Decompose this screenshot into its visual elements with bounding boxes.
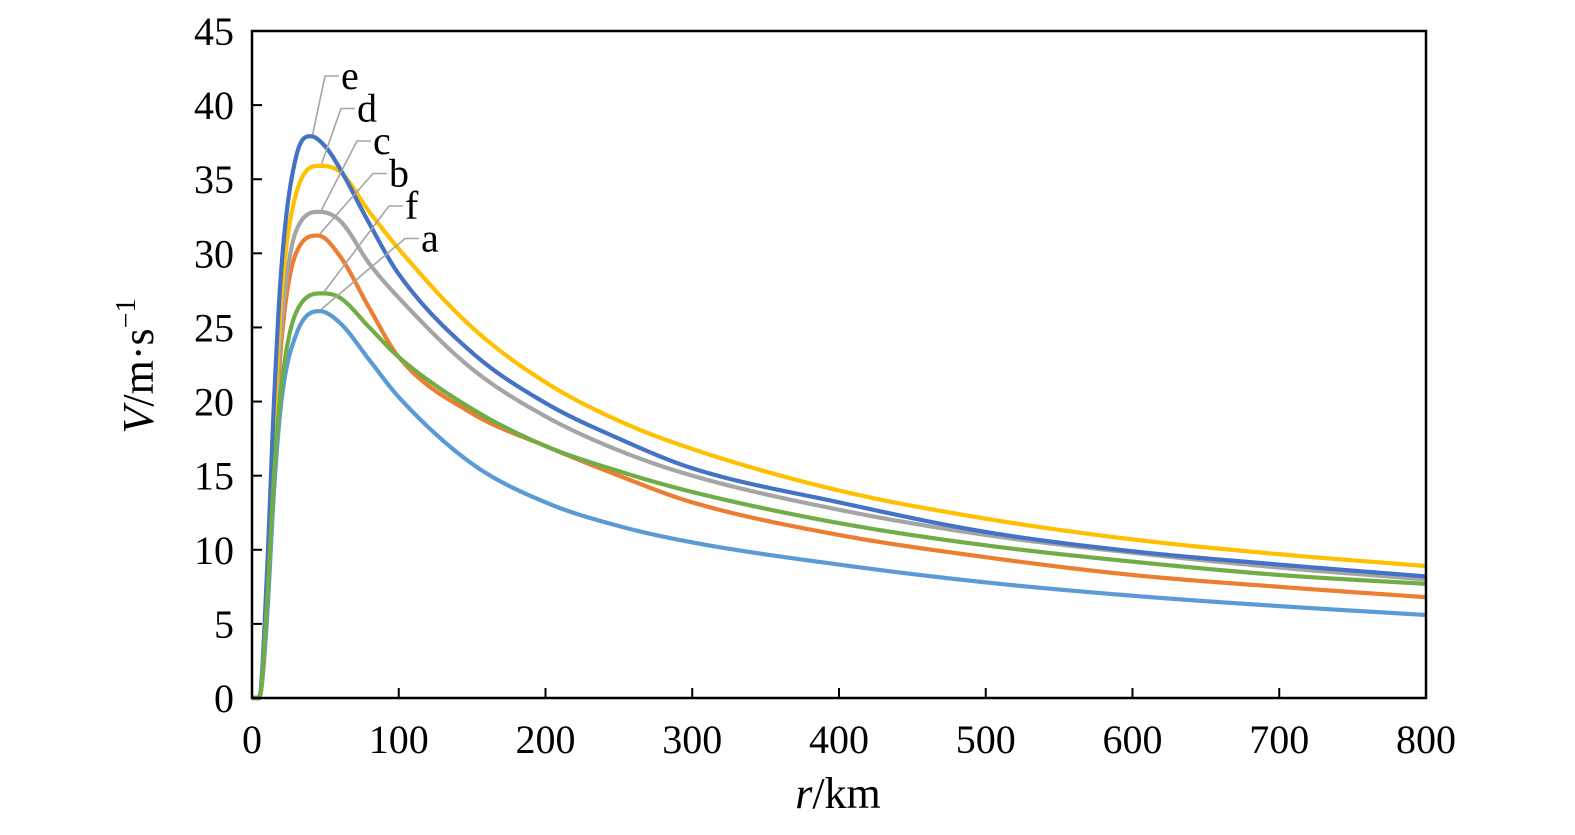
axis-layer bbox=[250, 29, 1428, 700]
x-tick-label: 700 bbox=[1249, 717, 1309, 762]
series-label-e: e bbox=[341, 53, 359, 98]
y-tick-label: 15 bbox=[194, 454, 234, 499]
y-tick-label: 40 bbox=[194, 83, 234, 128]
y-tick-label: 5 bbox=[214, 602, 234, 647]
y-tick-label: 30 bbox=[194, 231, 234, 276]
callout-leader-d bbox=[320, 107, 355, 165]
y-tick-label: 10 bbox=[194, 528, 234, 573]
callout-leader-b bbox=[319, 172, 387, 235]
x-tick-label: 300 bbox=[662, 717, 722, 762]
y-axis-unit: /m·s bbox=[114, 328, 163, 406]
x-tick-label: 400 bbox=[809, 717, 869, 762]
x-axis-unit: /km bbox=[812, 769, 880, 818]
x-tick-label: 100 bbox=[369, 717, 429, 762]
y-tick-label: 35 bbox=[194, 157, 234, 202]
y-axis-title: V/m·s−1 bbox=[111, 299, 163, 434]
series-line-d bbox=[251, 163, 1427, 701]
x-tick-label: 800 bbox=[1396, 717, 1456, 762]
series-line-e bbox=[251, 134, 1427, 701]
series-label-b: b bbox=[389, 151, 409, 196]
callout-leader-f bbox=[323, 205, 403, 292]
y-axis-var: V bbox=[114, 401, 163, 433]
x-axis-var: r bbox=[795, 769, 813, 818]
x-tick-label: 500 bbox=[956, 717, 1016, 762]
callout-leader-a bbox=[320, 237, 419, 310]
x-tick-label: 0 bbox=[242, 717, 262, 762]
x-axis-title: r/km bbox=[795, 769, 881, 818]
series-label-f: f bbox=[405, 183, 419, 228]
y-axis-exponent: −1 bbox=[111, 299, 142, 329]
y-tick-label: 25 bbox=[194, 305, 234, 350]
series-layer bbox=[251, 134, 1427, 701]
x-tick-label: 600 bbox=[1103, 717, 1163, 762]
series-line-c bbox=[251, 209, 1427, 701]
series-label-a: a bbox=[421, 216, 439, 261]
series-label-c: c bbox=[373, 118, 391, 163]
x-tick-label: 200 bbox=[516, 717, 576, 762]
y-tick-label: 45 bbox=[194, 9, 234, 54]
series-line-f bbox=[251, 291, 1427, 701]
series-line-a bbox=[251, 309, 1427, 701]
series-label-d: d bbox=[357, 86, 377, 131]
y-tick-labels: 0 5 10 15 20 25 30 35 40 45 bbox=[194, 9, 234, 721]
callout-leader-e bbox=[311, 75, 339, 135]
series-line-b bbox=[251, 233, 1427, 701]
plot-frame bbox=[250, 29, 1428, 700]
callout-leader-c bbox=[320, 140, 371, 211]
y-tick-label: 20 bbox=[194, 380, 234, 425]
y-tick-label: 0 bbox=[214, 676, 234, 721]
x-tick-labels: 0 100 200 300 400 500 600 700 800 bbox=[242, 717, 1456, 762]
